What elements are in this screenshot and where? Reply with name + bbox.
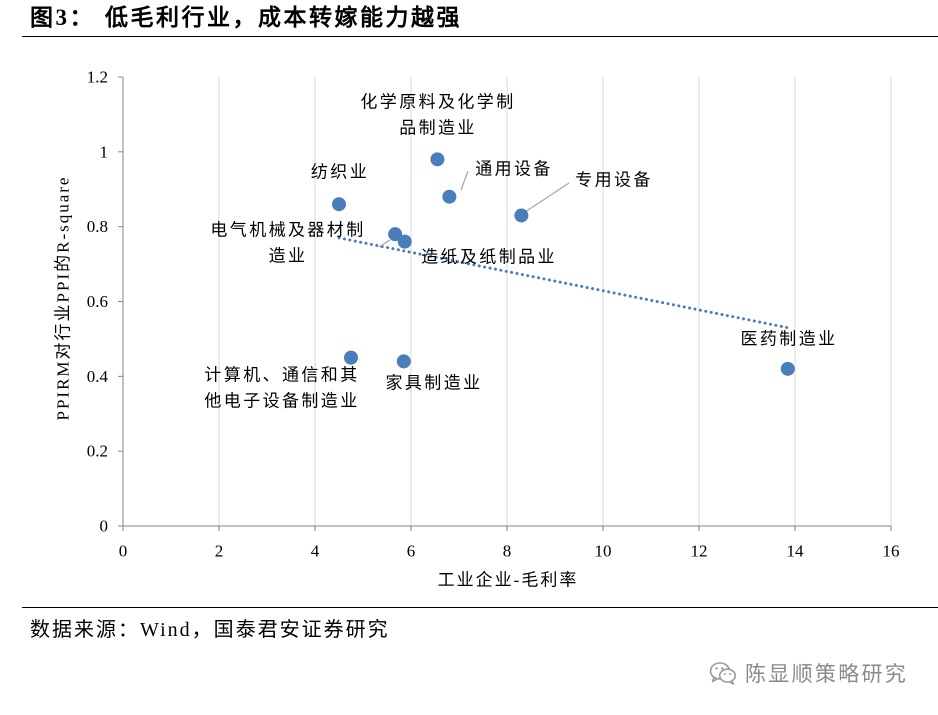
y-tick-label: 0 xyxy=(100,517,109,536)
figure-number: 图3： xyxy=(30,5,95,30)
data-point xyxy=(396,354,411,369)
x-tick-label: 0 xyxy=(119,542,128,561)
gridlines xyxy=(218,77,892,526)
source-divider xyxy=(22,607,938,608)
data-label: 他电子设备制造业 xyxy=(204,392,359,411)
data-label: 品制造业 xyxy=(399,119,477,138)
data-point xyxy=(430,152,445,167)
data-point xyxy=(332,197,346,212)
x-tick-label: 4 xyxy=(311,542,320,561)
data-label: 医药制造业 xyxy=(741,330,838,349)
data-point xyxy=(344,350,358,365)
y-tick-label: 0.4 xyxy=(87,367,109,386)
watermark: 陈显顺策略研究 xyxy=(709,660,908,686)
figure-title-text: 低毛利行业，成本转嫁能力越强 xyxy=(105,5,462,30)
figure-title: 图3： 低毛利行业，成本转嫁能力越强 xyxy=(30,4,462,32)
data-label: 纺织业 xyxy=(311,163,369,182)
y-tick-label: 1.2 xyxy=(87,68,108,87)
y-tick-label: 0.6 xyxy=(87,292,108,311)
scatter-chart: 0 0.2 0.4 0.6 0.8 1 1.2 0 2 4 6 8 10 12 14 16 化学原料及化学制品… xyxy=(54,68,900,590)
data-point xyxy=(514,208,529,223)
data-label: 造业 xyxy=(269,247,308,266)
data-points xyxy=(332,152,795,376)
data-point xyxy=(442,189,457,204)
x-tick-label: 14 xyxy=(787,542,805,561)
data-label: 造纸及纸制品业 xyxy=(421,248,557,267)
x-tick-label: 6 xyxy=(407,542,416,561)
data-label: 化学原料及化学制 xyxy=(360,93,515,112)
y-axis-title: PPIRM对行业PPI的R-square xyxy=(54,176,73,421)
x-tick-label: 10 xyxy=(595,542,612,561)
leader-lines xyxy=(378,170,570,248)
data-point xyxy=(388,227,403,242)
trendline xyxy=(337,236,790,330)
source-note: 数据来源：Wind，国泰君安证券研究 xyxy=(30,619,390,641)
y-tick-label: 0.2 xyxy=(87,442,108,461)
x-tick-label: 8 xyxy=(503,542,512,561)
x-tick-label: 2 xyxy=(215,542,224,561)
data-label: 电气机械及器材制 xyxy=(210,221,365,240)
x-axis-title: 工业企业-毛利率 xyxy=(438,571,579,590)
wechat-icon xyxy=(709,661,737,685)
leader-line xyxy=(460,170,469,191)
data-label: 通用设备 xyxy=(475,160,553,179)
data-label: 专用设备 xyxy=(575,171,653,190)
axes xyxy=(118,76,892,531)
data-point xyxy=(397,234,412,249)
leader-line xyxy=(378,239,391,248)
y-tick-label: 1 xyxy=(100,142,109,161)
data-label: 家具制造业 xyxy=(386,374,483,393)
data-point xyxy=(780,361,795,376)
trendline-layer xyxy=(337,236,790,330)
x-tick-label: 12 xyxy=(691,542,708,561)
data-label: 计算机、通信和其 xyxy=(204,366,359,385)
y-tick-label: 0.8 xyxy=(87,217,108,236)
watermark-text: 陈显顺策略研究 xyxy=(745,663,909,686)
tick-labels: 0 0.2 0.4 0.6 0.8 1 1.2 0 2 4 6 8 10 12 14 16 xyxy=(87,68,900,561)
leader-line xyxy=(524,182,570,213)
x-tick-label: 16 xyxy=(883,542,900,561)
title-divider xyxy=(22,36,938,37)
